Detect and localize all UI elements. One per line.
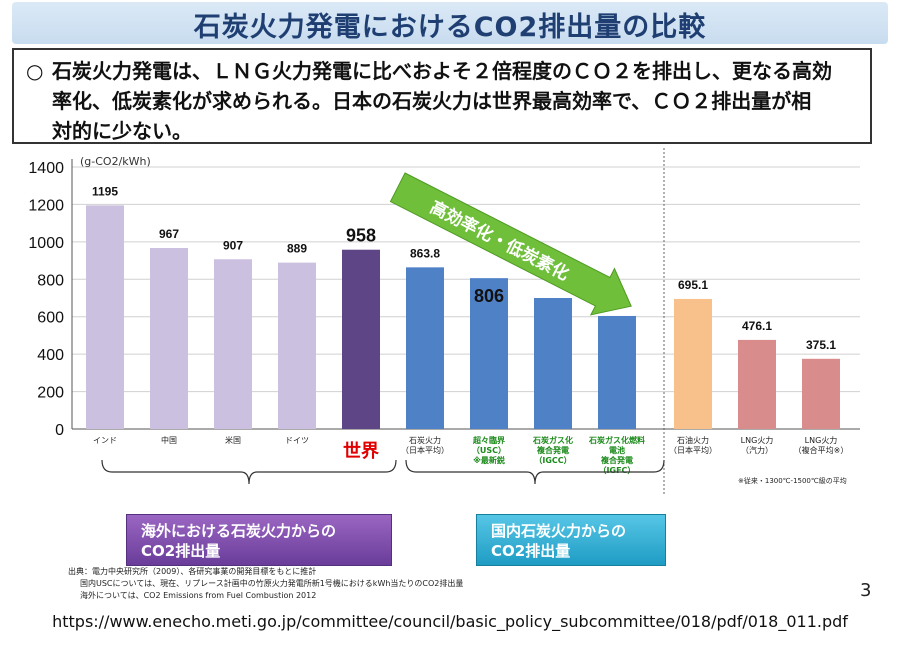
summary-line-2: 率化、低炭素化が求められる。日本の石炭火力は世界最高効率で、ＣＯ２排出量が相 xyxy=(52,89,812,113)
bar-10 xyxy=(738,339,776,429)
category-label-5: （日本平均） xyxy=(401,445,449,455)
category-label-8: 石炭ガス化燃料 xyxy=(588,435,645,445)
slide: 石炭火力発電におけるCO2排出量の比較 ○ 石炭火力発電は、ＬＮＧ火力発電に比べ… xyxy=(12,2,888,602)
category-label-0: インド xyxy=(93,436,117,445)
category-label-10: （汽力） xyxy=(741,445,773,455)
title-bar: 石炭火力発電におけるCO2排出量の比較 xyxy=(12,2,888,44)
y-tick-label: 600 xyxy=(37,310,64,327)
overseas-brace xyxy=(101,459,397,485)
bar-3 xyxy=(278,262,316,429)
value-label-9: 695.1 xyxy=(678,278,708,292)
bar-11 xyxy=(802,358,840,429)
value-label-10: 476.1 xyxy=(742,319,772,333)
category-label-11: （複合平均※） xyxy=(794,445,849,455)
category-label-1: 中国 xyxy=(161,435,177,445)
y-tick-label: 1200 xyxy=(28,197,64,214)
page-number: 3 xyxy=(860,580,872,601)
category-label-7: （IGCC） xyxy=(534,455,571,465)
value-label-3: 889 xyxy=(287,242,307,256)
domestic-group-label: 国内石炭火力からの CO2排出量 xyxy=(476,514,666,566)
co2-bar-chart: 0 200 400 600 800 1000 1200 1400 (g-CO2/kWh) 1195… xyxy=(28,148,860,496)
category-label-9: 石油火力 xyxy=(677,435,709,445)
category-label-6: ※最新鋭 xyxy=(473,455,505,465)
category-label-10: LNG火力 xyxy=(741,435,774,445)
category-label-8: 電池 xyxy=(609,445,625,455)
footer-line-2: 国内USCについては、現在、リプレース計画中の竹原火力発電所新1号機におけるkW… xyxy=(80,579,464,588)
category-label-8: （IGFC） xyxy=(599,465,636,475)
source-url[interactable]: https://www.enecho.meti.go.jp/committee/… xyxy=(52,612,848,631)
bar-9 xyxy=(674,298,712,429)
overseas-group-label: 海外における石炭火力からの CO2排出量 xyxy=(126,514,392,566)
footer-line-3: 海外については、CO2 Emissions from Fuel Combusti… xyxy=(80,591,317,600)
slide-title: 石炭火力発電におけるCO2排出量の比較 xyxy=(193,12,707,43)
y-tick-label: 1400 xyxy=(28,160,64,177)
footer-line-1: 出典：電力中央研究所（2009）、各研究事業の開発目標をもとに推計 xyxy=(68,567,317,576)
y-tick-label: 0 xyxy=(55,422,64,439)
value-label-1: 967 xyxy=(159,227,179,241)
summary-line-1: 石炭火力発電は、ＬＮＧ火力発電に比べおよそ２倍程度のＣＯ２を排出し、更なる高効 xyxy=(52,59,832,83)
value-label-0: 1195 xyxy=(92,184,118,198)
bar-2 xyxy=(214,259,252,429)
value-label-5: 863.8 xyxy=(410,246,440,260)
y-tick-label: 1000 xyxy=(28,235,64,252)
category-label-2: 米国 xyxy=(225,435,241,445)
arrow-shape xyxy=(389,172,632,316)
category-label-5: 石炭火力 xyxy=(409,435,441,445)
y-unit-label: (g-CO2/kWh) xyxy=(80,155,151,168)
y-tick-label: 800 xyxy=(37,272,64,289)
value-label-6: 806 xyxy=(474,286,504,306)
category-label-11: LNG火力 xyxy=(805,435,838,445)
domestic-group-text: 国内石炭火力からの CO2排出量 xyxy=(491,522,627,560)
summary-box: ○ 石炭火力発電は、ＬＮＧ火力発電に比べおよそ２倍程度のＣＯ２を排出し、更なる高… xyxy=(12,48,872,144)
category-label-7: 石炭ガス化 xyxy=(532,435,573,445)
bar-4 xyxy=(342,249,380,429)
overseas-group-text: 海外における石炭火力からの CO2排出量 xyxy=(141,522,337,560)
domestic-brace xyxy=(405,459,665,485)
bar-7 xyxy=(534,298,572,429)
category-label-6: 超々臨界 xyxy=(472,435,506,445)
y-tick-label: 200 xyxy=(37,385,64,402)
lng-note: ※従来・1300℃-1500℃級の平均 xyxy=(738,476,847,485)
bar-0 xyxy=(86,205,124,429)
value-label-4: 958 xyxy=(346,226,376,246)
value-label-11: 375.1 xyxy=(806,338,836,352)
category-label-9: （日本平均） xyxy=(669,445,717,455)
bar-5 xyxy=(406,267,444,429)
source-footer: 出典：電力中央研究所（2009）、各研究事業の開発目標をもとに推計 国内USCに… xyxy=(68,566,463,602)
y-tick-label: 400 xyxy=(37,347,64,364)
bar-8 xyxy=(598,315,636,429)
summary-line-3: 対的に少ない。 xyxy=(52,119,192,143)
category-label-4: 世界 xyxy=(343,441,379,462)
category-label-7: 複合発電 xyxy=(536,445,569,455)
arrow-label: 高効率化・低炭素化 xyxy=(427,197,573,285)
bar-6 xyxy=(470,278,508,429)
category-label-8: 複合発電 xyxy=(600,455,633,465)
value-label-2: 907 xyxy=(223,238,243,252)
category-label-6: （USC） xyxy=(472,445,506,455)
summary-bullet: ○ xyxy=(26,59,44,83)
category-label-3: ドイツ xyxy=(285,436,309,445)
bar-1 xyxy=(150,248,188,429)
